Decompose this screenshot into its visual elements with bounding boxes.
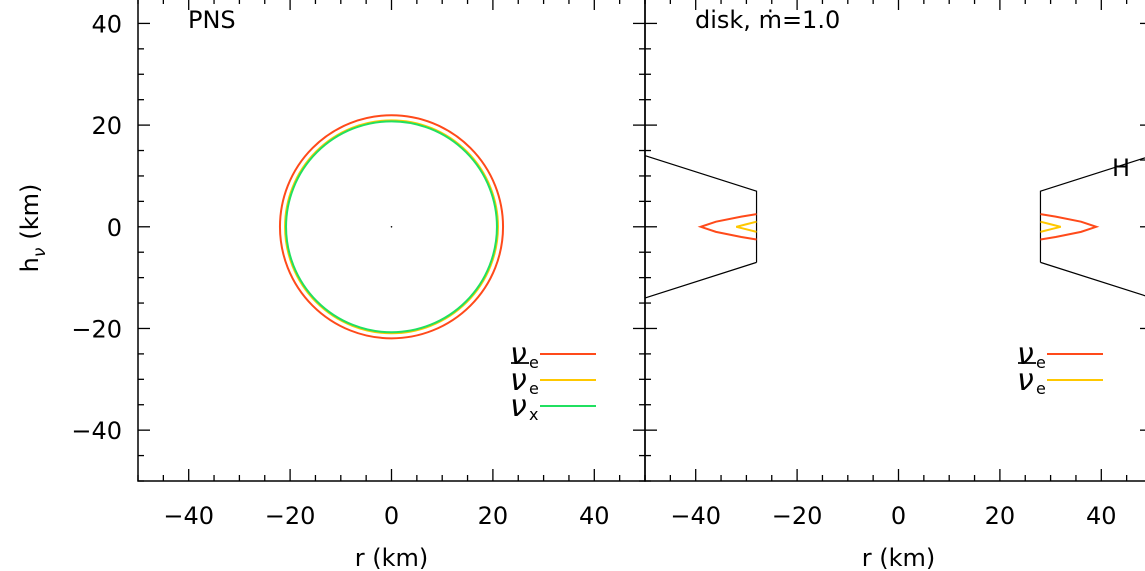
center-point	[390, 225, 393, 228]
legend-subscript: e	[1036, 353, 1046, 372]
series-0-contour	[278, 114, 505, 340]
y-tick-label: 0	[107, 214, 122, 242]
x-tick-label: −40	[163, 502, 214, 530]
panel-label: disk, ṁ=1.0	[695, 6, 840, 34]
series-0-contour-1	[697, 213, 757, 241]
legend-symbol: ν	[510, 363, 527, 398]
plot-area	[645, 154, 1145, 299]
x-tick-label: 0	[384, 502, 399, 530]
x-tick-label: 0	[891, 502, 906, 530]
panel-label: PNS	[188, 6, 236, 34]
x-axis: −40 −20 0 20 40 r (km)	[644, 0, 1128, 571]
y-tick-label: −40	[71, 417, 122, 445]
annotation-label: H	[1112, 154, 1130, 182]
legend-subscript: e	[529, 353, 539, 372]
y-tick-label: 40	[91, 10, 122, 38]
x-tick-label: 20	[478, 502, 509, 530]
y-tick-label: 20	[91, 112, 122, 140]
legend: ν eν e	[1017, 337, 1103, 398]
legend: ν eν eν x	[510, 337, 596, 424]
x-tick-label: −20	[772, 502, 823, 530]
series-0-contour-0	[1040, 213, 1100, 241]
legend-symbol: ν	[510, 389, 527, 424]
x-tick-label: −20	[265, 502, 316, 530]
legend-subscript: e	[529, 379, 539, 398]
y-tick-label: −20	[71, 315, 122, 343]
plot-frame	[644, 0, 1145, 482]
plot-area	[278, 114, 505, 340]
series-1-contour	[284, 119, 499, 335]
x-tick-label: 40	[579, 502, 610, 530]
x-axis: −40 −20 0 20 40 r (km)	[137, 0, 646, 571]
legend-symbol: ν	[1017, 363, 1034, 398]
y-axis-label: hν(km)	[16, 184, 50, 273]
series-2-contour	[285, 120, 498, 334]
y-axis: 40 20 0 −20 −40	[71, 10, 645, 482]
x-axis-label: r (km)	[355, 544, 429, 571]
series-1-contour-0	[1040, 220, 1061, 233]
y-axis	[645, 22, 1145, 482]
x-tick-label: −40	[670, 502, 721, 530]
x-axis-label: r (km)	[862, 544, 936, 571]
x-tick-label: 20	[985, 502, 1016, 530]
panel-disk: −40 −20 0 20 40 r (km) disk, ṁ=1.0 Hν eν e	[644, 0, 1145, 571]
legend-subscript: e	[1036, 379, 1046, 398]
series-1-contour-1	[736, 220, 757, 233]
x-tick-label: 40	[1086, 502, 1117, 530]
legend-subscript: x	[529, 405, 538, 424]
plot-frame	[137, 0, 646, 482]
